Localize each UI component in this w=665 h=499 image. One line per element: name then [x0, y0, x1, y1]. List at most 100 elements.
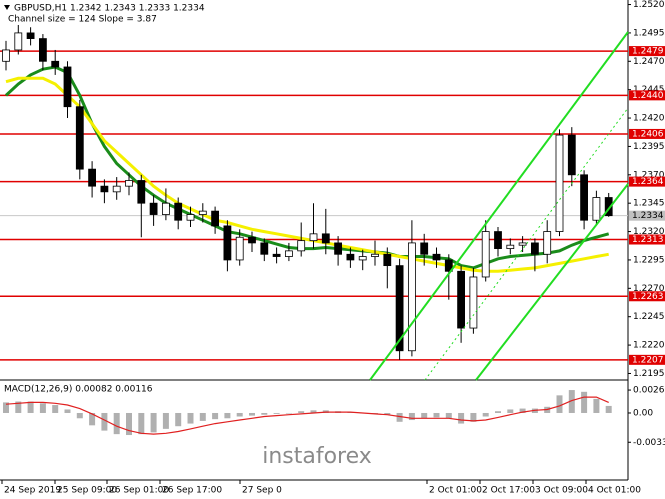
macd-bar [384, 412, 391, 415]
macd-bar [224, 412, 231, 419]
x-tick-label: 25 Sep 09:00 [57, 486, 117, 496]
y-tick-label: 1.2320 [633, 227, 665, 237]
chart-title: GBPUSD,H1 1.2342 1.2343 1.2333 1.2334 [14, 4, 205, 14]
channel-middle [424, 107, 629, 381]
macd-bar [433, 412, 440, 418]
candle-body [75, 106, 84, 170]
macd-bar [175, 412, 182, 427]
macd-bar [273, 412, 280, 414]
macd-bar [187, 412, 194, 424]
y-tick-label: 1.2345 [633, 199, 665, 209]
watermark: instaforex [262, 444, 372, 469]
macd-bar [310, 410, 317, 413]
macd-bar [581, 391, 588, 413]
regression-channel [369, 31, 629, 381]
macd-bar [64, 409, 71, 413]
macd-bar [519, 408, 526, 413]
candle-body [174, 202, 183, 221]
y-tick-label: 1.2470 [633, 57, 665, 67]
macd-bar [507, 409, 514, 413]
x-tick-label: 2 Oct 17:00 [482, 486, 535, 496]
candle-body [457, 270, 466, 329]
macd-bar [150, 412, 157, 433]
candle-body [506, 244, 515, 249]
macd-bar [285, 412, 292, 414]
candle-body [63, 66, 72, 108]
candle-body [518, 242, 527, 246]
macd-tick-label: 0.00 [633, 408, 653, 418]
candle-body [358, 256, 367, 261]
macd-bar [199, 412, 206, 421]
candle-body [592, 197, 601, 221]
macd-bar [27, 401, 34, 413]
macd-bar [101, 412, 108, 431]
y-tick-label: 1.2270 [633, 284, 665, 294]
x-tick-label: 27 Sep 0 [242, 486, 282, 496]
candle-body [309, 233, 318, 242]
level-tag [629, 234, 665, 245]
level-tag [629, 176, 665, 187]
y-tick-label: 1.2495 [633, 28, 665, 38]
macd-signal [5, 396, 609, 435]
y-tick-label: 1.2370 [633, 170, 665, 180]
macd-bar [249, 412, 255, 416]
candle-body [531, 242, 539, 255]
x-tick-label: 2 Oct 01:00 [429, 486, 482, 496]
candle-body [604, 197, 613, 217]
candle-body [211, 210, 220, 227]
candle-body [543, 231, 552, 255]
candle-body [161, 202, 170, 215]
x-tick-label: 26 Sep 17:00 [162, 486, 222, 496]
level-label: 1.2364 [632, 177, 664, 187]
candle-body [198, 210, 207, 215]
candle-body [395, 265, 404, 352]
candle-body [51, 60, 60, 68]
candle-body [137, 180, 146, 204]
y-tick-label: 1.2520 [633, 0, 665, 10]
macd-bar [15, 401, 22, 413]
candle-body [26, 32, 35, 39]
current-price-label: 1.2334 [632, 211, 664, 221]
x-tick-label: 24 Sep 2019 [4, 486, 61, 496]
candle-body [235, 236, 244, 261]
macd-bar [421, 412, 428, 419]
level-tag [629, 46, 665, 57]
level-label: 1.2440 [632, 91, 664, 101]
y-tick-label: 1.2395 [633, 142, 665, 152]
y-tick-label: 1.2195 [633, 369, 665, 379]
candle-body [371, 253, 379, 257]
macd-bar [212, 412, 219, 420]
macd-bar [138, 412, 145, 435]
candle-body [297, 240, 306, 252]
y-tick-label: 1.2295 [633, 255, 665, 265]
candle-body [481, 231, 490, 278]
channel-upper [369, 31, 629, 381]
candle-body [260, 242, 269, 255]
menu-arrow [4, 5, 10, 10]
moving-average [4, 65, 610, 270]
level-tag [629, 90, 665, 101]
candle-body [407, 242, 416, 352]
y-tick-label: 1.2420 [633, 114, 665, 124]
candle-body [2, 49, 10, 62]
candle-body [149, 202, 158, 215]
current-price-tag [629, 210, 665, 221]
macd-bar [39, 403, 46, 413]
level-label: 1.2207 [632, 355, 664, 365]
macd-bar [89, 412, 96, 426]
candle-body [100, 185, 109, 193]
macd-bar [298, 411, 305, 413]
macd-bar [261, 412, 268, 415]
level-label: 1.2263 [632, 292, 664, 302]
macd-title: MACD(12,26,9) 0.00082 0.00116 [4, 385, 153, 395]
level-tag [629, 291, 665, 302]
macd-bar [52, 405, 59, 413]
candle-body [88, 168, 96, 187]
macd-tick-label: 0.0026 [633, 386, 665, 396]
candle-body [580, 174, 588, 221]
candle-body [14, 32, 23, 51]
channel-lower [475, 183, 629, 381]
macd-bar [556, 395, 563, 413]
candle-body [125, 180, 133, 187]
candle-body [444, 259, 453, 272]
